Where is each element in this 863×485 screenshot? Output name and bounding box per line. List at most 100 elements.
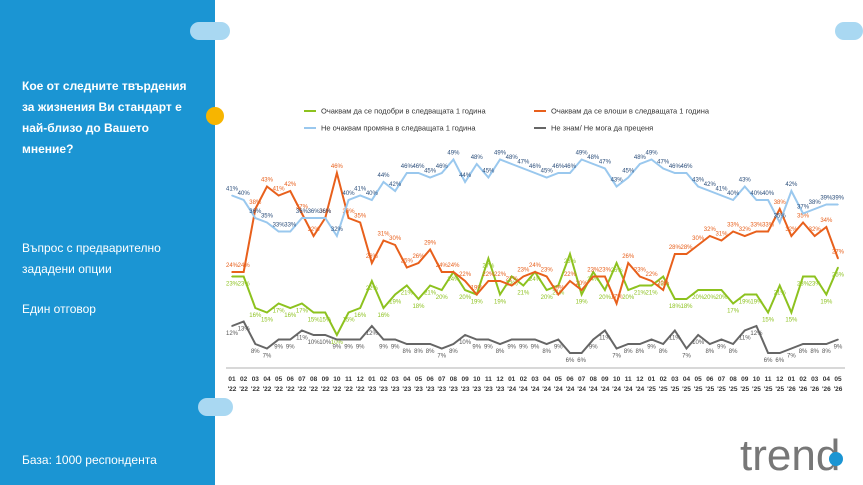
point bbox=[301, 302, 303, 305]
series-line bbox=[232, 169, 839, 307]
data-label: 22% bbox=[646, 272, 659, 278]
data-label: 36% bbox=[343, 209, 356, 215]
data-label: 23% bbox=[587, 268, 600, 274]
point bbox=[778, 352, 781, 354]
point bbox=[837, 257, 839, 260]
x-tick-label: 05'26 bbox=[834, 376, 843, 393]
series-line bbox=[231, 157, 838, 239]
point bbox=[674, 253, 676, 255]
point bbox=[371, 199, 373, 201]
data-label: 8% bbox=[729, 349, 738, 355]
x-tick-label: 10'22 bbox=[332, 376, 341, 393]
data-label: 47% bbox=[657, 160, 670, 166]
point bbox=[569, 172, 571, 174]
point bbox=[837, 338, 839, 341]
data-label: 8% bbox=[426, 349, 435, 355]
data-label: 35% bbox=[774, 214, 787, 220]
point bbox=[837, 203, 839, 206]
point bbox=[650, 158, 653, 161]
point bbox=[627, 176, 630, 179]
point bbox=[347, 217, 350, 219]
x-tick-label: 03'26 bbox=[810, 376, 819, 393]
data-label: 20% bbox=[715, 295, 728, 301]
point bbox=[266, 185, 268, 188]
data-label: 21% bbox=[424, 291, 437, 297]
data-label: 9% bbox=[344, 345, 353, 351]
point bbox=[336, 235, 338, 237]
x-tick-label: 05'25 bbox=[694, 376, 703, 393]
data-label: 24% bbox=[226, 263, 239, 269]
data-label: 24% bbox=[529, 263, 542, 269]
x-tick-label: 11'22 bbox=[344, 376, 353, 393]
point bbox=[604, 275, 606, 278]
data-label: 11% bbox=[296, 336, 308, 342]
point bbox=[685, 253, 688, 255]
point bbox=[720, 289, 723, 291]
point bbox=[545, 289, 548, 291]
decor bbox=[198, 398, 233, 416]
point bbox=[242, 271, 245, 273]
point bbox=[709, 289, 711, 291]
data-label: 7% bbox=[682, 354, 691, 360]
point bbox=[254, 208, 257, 210]
data-label: 26% bbox=[611, 268, 624, 274]
point bbox=[499, 280, 501, 282]
point bbox=[650, 280, 653, 282]
point bbox=[639, 163, 641, 165]
point bbox=[487, 176, 490, 179]
point bbox=[242, 320, 245, 323]
data-label: 33% bbox=[284, 223, 297, 229]
point bbox=[359, 307, 361, 309]
x-tick-label: 04'24 bbox=[542, 376, 551, 393]
x-tick-label: 02'25 bbox=[659, 376, 668, 393]
point bbox=[639, 343, 641, 345]
point bbox=[277, 194, 280, 197]
point bbox=[743, 185, 746, 188]
data-label: 35% bbox=[261, 214, 274, 220]
point bbox=[802, 275, 804, 278]
data-label: 49% bbox=[447, 151, 460, 157]
data-label: 19% bbox=[576, 300, 589, 306]
data-label: 8% bbox=[402, 349, 411, 355]
data-label: 24% bbox=[529, 277, 542, 283]
data-label: 40% bbox=[343, 191, 356, 197]
point bbox=[627, 289, 630, 291]
data-label: 9% bbox=[589, 345, 598, 351]
point bbox=[440, 172, 443, 174]
point bbox=[732, 343, 734, 345]
point bbox=[743, 293, 746, 296]
data-label: 15% bbox=[762, 318, 775, 324]
data-label: 49% bbox=[576, 151, 589, 157]
point bbox=[709, 235, 711, 237]
data-label: 19% bbox=[552, 286, 565, 292]
data-label: 19% bbox=[471, 300, 484, 306]
point bbox=[301, 217, 303, 219]
point bbox=[499, 293, 501, 296]
data-label: 9% bbox=[554, 345, 563, 351]
data-label: 17% bbox=[296, 309, 309, 315]
x-tick-label: 07'24 bbox=[577, 376, 586, 393]
data-label: 20% bbox=[657, 281, 670, 287]
data-label: 9% bbox=[507, 345, 516, 351]
data-label: 20% bbox=[459, 295, 472, 301]
x-tick-label: 09'22 bbox=[321, 376, 330, 393]
data-label: 46% bbox=[412, 164, 425, 170]
data-label: 33% bbox=[750, 223, 763, 229]
data-label: 23% bbox=[657, 282, 670, 288]
data-label: 27% bbox=[482, 264, 495, 270]
data-label: 6% bbox=[566, 358, 575, 364]
point bbox=[709, 343, 711, 345]
point bbox=[685, 172, 688, 174]
x-tick-label: 07'25 bbox=[717, 376, 726, 393]
point bbox=[382, 239, 385, 242]
point bbox=[720, 338, 723, 341]
point bbox=[767, 311, 769, 314]
data-label: 38% bbox=[249, 200, 262, 206]
data-label: 8% bbox=[542, 349, 551, 355]
point bbox=[755, 293, 758, 296]
point bbox=[289, 230, 292, 233]
data-label: 28% bbox=[669, 245, 682, 251]
data-label: 41% bbox=[354, 187, 367, 193]
point bbox=[510, 284, 513, 287]
x-tick-label: 08'25 bbox=[729, 376, 738, 393]
